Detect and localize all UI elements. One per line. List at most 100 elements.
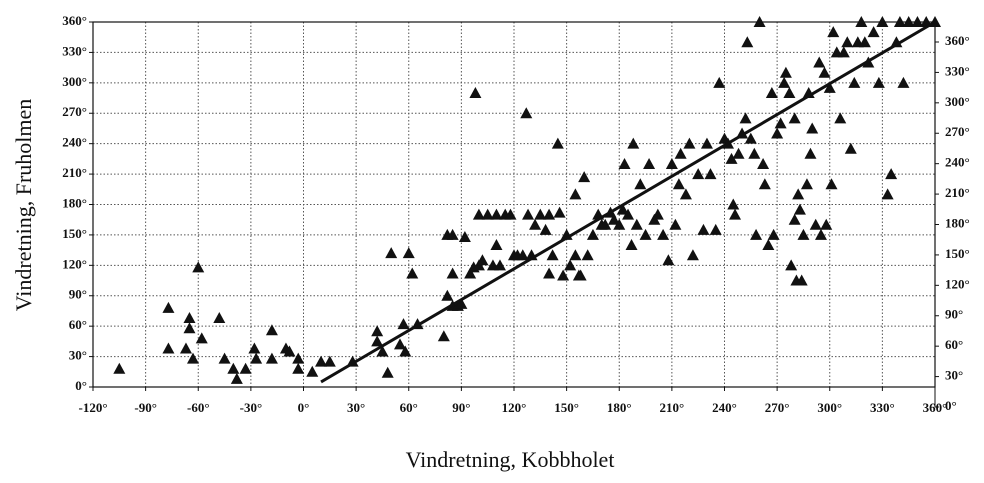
triangle-point: [651, 208, 664, 220]
triangle-point: [834, 112, 847, 124]
y-tick-label: 330°: [62, 43, 87, 58]
x-tick-label: 240°: [712, 400, 737, 415]
y-tick-label: 150°: [62, 226, 87, 241]
triangle-point: [795, 274, 808, 286]
triangle-point: [793, 203, 806, 215]
triangle-point: [192, 261, 205, 273]
triangle-point: [179, 342, 192, 354]
y-tick-label: 90°: [69, 287, 87, 302]
triangle-point: [823, 81, 836, 93]
y2-tick-label: 360°: [945, 33, 970, 48]
triangle-point: [441, 289, 454, 301]
y2-tick-label: 90°: [945, 307, 963, 322]
triangle-point: [665, 157, 678, 169]
y-tick-label: 240°: [62, 135, 87, 150]
triangle-point: [657, 228, 670, 240]
y-tick-label: 30°: [69, 348, 87, 363]
triangle-point: [239, 362, 252, 374]
x-tick-label: 330°: [870, 400, 895, 415]
triangle-point: [785, 259, 798, 271]
triangle-point: [250, 352, 263, 364]
trend-line: [320, 20, 936, 384]
triangle-point: [625, 239, 638, 251]
x-tick-label: 90°: [452, 400, 470, 415]
triangle-point: [446, 267, 459, 279]
triangle-point: [767, 228, 780, 240]
triangle-point: [534, 208, 547, 220]
x-tick-label: 0°: [298, 400, 310, 415]
triangle-point: [599, 218, 612, 230]
triangle-point: [162, 301, 175, 313]
triangle-point: [458, 230, 471, 242]
triangle-point: [446, 228, 459, 240]
triangle-point: [844, 142, 857, 154]
triangle-point: [230, 372, 243, 384]
triangle-point: [858, 36, 871, 48]
y2-tick-label: 0°: [945, 398, 957, 413]
triangle-point: [885, 168, 898, 180]
triangle-point: [893, 16, 906, 27]
triangle-point: [841, 36, 854, 48]
triangle-point: [748, 147, 761, 159]
y2-tick-label: 240°: [945, 155, 970, 170]
triangle-point: [697, 223, 710, 235]
triangle-point: [827, 26, 840, 38]
y2-tick-label: 120°: [945, 276, 970, 291]
y-tick-label: 120°: [62, 256, 87, 271]
triangle-point: [553, 206, 566, 218]
triangle-point: [672, 178, 685, 190]
triangle-point: [674, 147, 687, 159]
triangle-point: [574, 269, 587, 281]
triangle-point: [634, 178, 647, 190]
triangle-point: [481, 208, 494, 220]
triangle-point: [622, 208, 635, 220]
triangle-point: [306, 365, 319, 377]
triangle-point: [248, 342, 261, 354]
triangle-point: [732, 147, 745, 159]
triangle-point: [315, 355, 328, 367]
x-tick-label: -90°: [134, 400, 157, 415]
plot-frame: [92, 21, 936, 388]
triangle-point: [397, 318, 410, 330]
triangle-point: [292, 352, 305, 364]
triangle-point: [779, 66, 792, 78]
x-tick-label: 150°: [554, 400, 579, 415]
triangle-point: [818, 66, 831, 78]
y2-tick-label: 300°: [945, 94, 970, 109]
triangle-point: [323, 355, 336, 367]
triangle-point: [741, 36, 754, 48]
triangle-point: [709, 223, 722, 235]
triangle-point: [504, 208, 517, 220]
triangle-point: [402, 247, 415, 259]
triangle-point: [265, 324, 278, 336]
triangle-point: [371, 335, 384, 347]
triangle-point: [739, 112, 752, 124]
y-tick-label: 270°: [62, 104, 87, 119]
triangle-point: [476, 254, 489, 266]
triangle-point: [437, 330, 450, 342]
triangle-point: [490, 208, 503, 220]
triangle-point: [713, 76, 726, 88]
triangle-point: [393, 338, 406, 350]
triangle-point: [771, 127, 784, 139]
y2-tick-label: 180°: [945, 215, 970, 230]
triangle-point: [881, 188, 894, 200]
triangle-point: [813, 56, 826, 68]
triangle-point: [520, 107, 533, 119]
triangle-point: [750, 228, 763, 240]
triangle-point: [727, 198, 740, 210]
triangle-point: [113, 362, 126, 374]
x-tick-label: 120°: [502, 400, 527, 415]
triangle-point: [700, 137, 713, 149]
triangle-point: [522, 208, 535, 220]
y2-tick-label: 210°: [945, 185, 970, 200]
triangle-point: [472, 208, 485, 220]
triangle-point: [213, 312, 226, 324]
triangle-point: [762, 239, 775, 251]
triangle-point: [683, 137, 696, 149]
triangle-point: [464, 267, 477, 279]
triangle-point: [490, 239, 503, 251]
triangle-point: [692, 168, 705, 180]
triangle-point: [616, 203, 629, 215]
